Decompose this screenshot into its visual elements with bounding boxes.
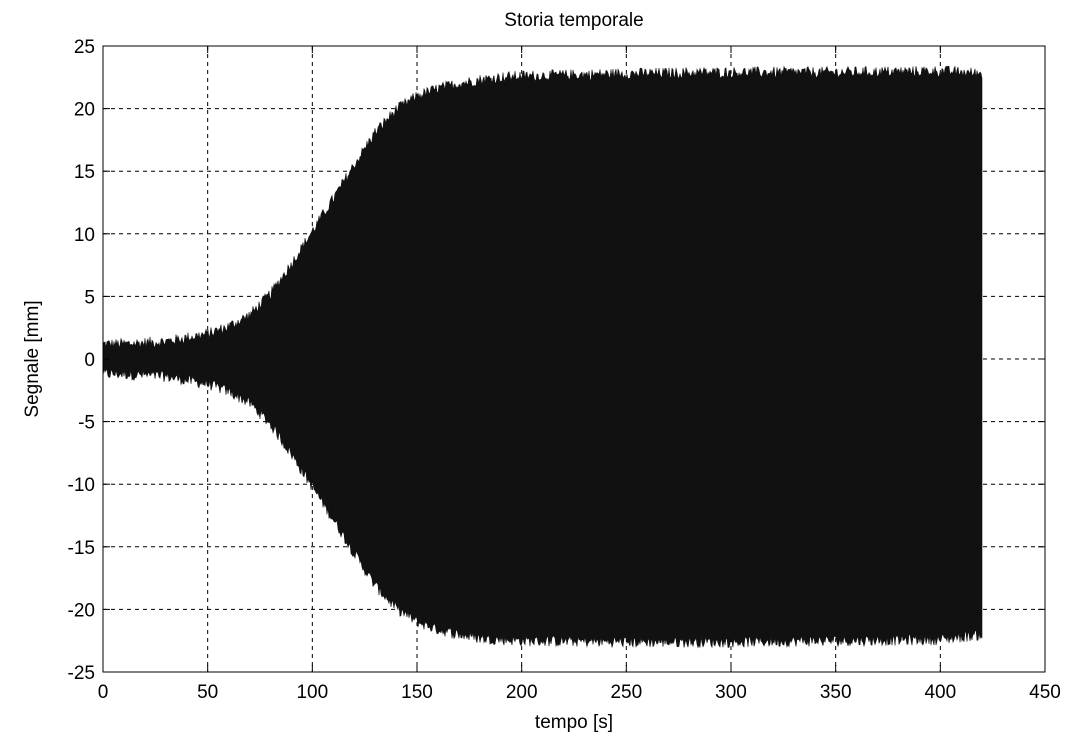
y-tick-label: -5 — [78, 413, 95, 434]
y-tick-label: -20 — [68, 600, 95, 621]
x-tick-labels: 0 50 100 150 200 250 300 350 400 450 — [98, 682, 1061, 703]
y-tick-label: 25 — [74, 37, 95, 58]
y-tick-label: -10 — [68, 475, 95, 496]
y-tick-labels: -25 -20 -15 -10 -5 0 5 10 15 20 25 — [68, 37, 95, 684]
x-tick-label: 350 — [820, 682, 852, 703]
y-tick-label: -25 — [68, 663, 95, 684]
x-tick-label: 200 — [506, 682, 538, 703]
y-tick-label: 0 — [84, 350, 95, 371]
ticks — [102, 45, 1046, 673]
x-tick-label: 400 — [924, 682, 956, 703]
y-tick-label: 10 — [74, 225, 95, 246]
y-axis-label: Segnale [mm] — [22, 300, 43, 417]
x-tick-label: 300 — [715, 682, 747, 703]
x-axis-label: tempo [s] — [535, 712, 613, 733]
x-tick-label: 100 — [296, 682, 328, 703]
x-tick-label: 250 — [610, 682, 642, 703]
y-tick-label: 5 — [84, 287, 95, 308]
y-tick-label: 15 — [74, 162, 95, 183]
signal-envelope — [102, 65, 983, 649]
x-tick-label: 50 — [197, 682, 218, 703]
series-layer — [102, 65, 983, 649]
y-tick-label: -15 — [68, 538, 95, 559]
x-tick-label: 0 — [98, 682, 109, 703]
chart-title: Storia temporale — [504, 10, 643, 31]
x-tick-label: 150 — [401, 682, 433, 703]
y-tick-label: 20 — [74, 100, 95, 121]
x-tick-label: 450 — [1029, 682, 1061, 703]
